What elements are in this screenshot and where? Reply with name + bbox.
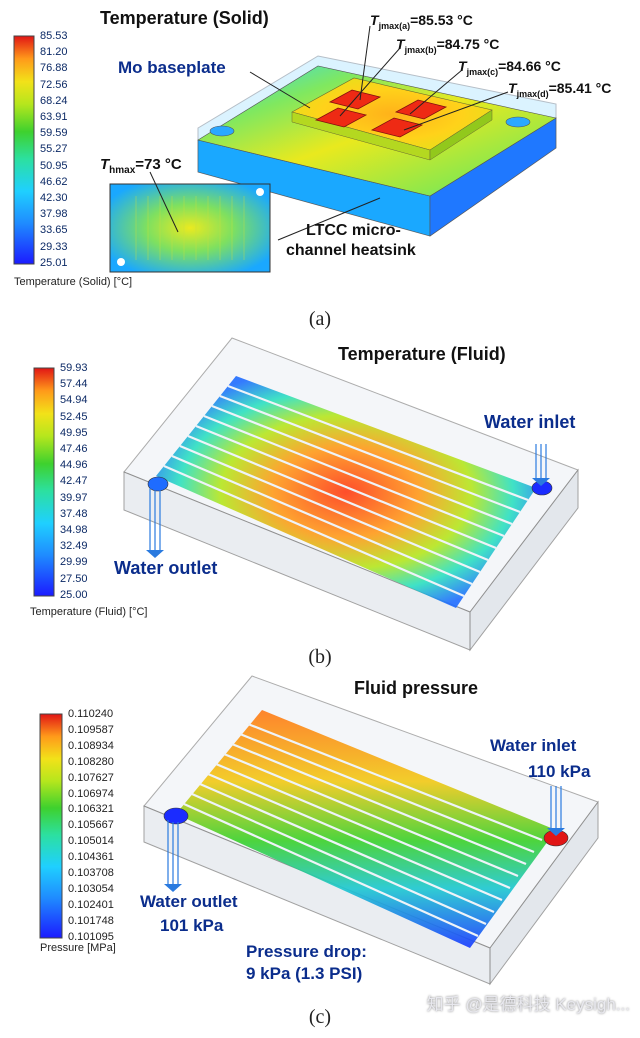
label-outlet-pressure: 101 kPa: [160, 916, 224, 935]
label-heatsink-line1: LTCC micro-: [306, 222, 401, 239]
legend-tick: 25.01: [40, 256, 68, 269]
caption-b: (b): [308, 646, 332, 668]
pressure-gaps: [183, 722, 543, 938]
legend-tick: 59.93: [60, 362, 88, 374]
panel-a-graphics: [13, 25, 557, 273]
label-water-outlet-b: Water outlet: [114, 558, 218, 578]
legend-tick: 72.56: [40, 78, 68, 91]
legend-tick: 32.49: [60, 540, 88, 553]
legend-tick: 33.65: [40, 224, 68, 237]
legend-tick: 0.107627: [68, 771, 114, 784]
legend-tick: 85.53: [40, 30, 68, 42]
chip-c: [314, 107, 368, 128]
panel-b-title: Temperature (Fluid): [338, 344, 506, 364]
legend-tick: 42.30: [40, 192, 68, 204]
caption-c: (c): [308, 1006, 332, 1028]
legend-b-bar: [33, 367, 55, 597]
legend-tick: 76.88: [40, 62, 68, 75]
legend-tick: 0.101095: [68, 930, 114, 943]
label-tj-c: Tjmax(c)=84.66 °C: [458, 58, 561, 77]
legend-tick: 0.108280: [68, 755, 114, 768]
legend-tick: 0.109587: [68, 723, 114, 736]
legend-tick: 68.24: [40, 94, 68, 107]
pressure-channels: [176, 710, 556, 948]
panel-c-title: Fluid pressure: [354, 678, 479, 698]
label-pressure-drop-value: 9 kPa (1.3 PSI): [246, 964, 363, 983]
pressure-outlet-port: [163, 807, 189, 825]
legend-a-title: Temperature (Solid) [°C]: [14, 276, 133, 288]
legend-c-bar: [39, 713, 63, 939]
legend-tick: 50.95: [40, 159, 68, 172]
legend-tick: 0.105667: [68, 819, 114, 832]
panel-a-title: Temperature (Solid): [100, 8, 269, 28]
legend-tick: 81.20: [40, 46, 68, 59]
legend-tick: 0.110240: [68, 708, 114, 720]
legend-tick: 59.59: [40, 127, 68, 140]
legend-tick: 46.62: [40, 175, 68, 188]
legend-tick: 0.106321: [68, 803, 114, 816]
legend-tick: 0.104361: [68, 851, 114, 864]
chip-b: [394, 99, 448, 120]
legend-tick: 37.98: [40, 208, 68, 221]
inset-heatsink-map: [109, 183, 271, 273]
legend-tick: 0.108934: [68, 739, 114, 752]
channel-gaps: [163, 384, 529, 598]
label-inset-tmax: Thmax=73 °C: [100, 156, 182, 176]
label-water-inlet-b: Water inlet: [484, 412, 576, 432]
legend-a-bar: [13, 35, 35, 265]
watermark-text: 知乎 @是德科技 Keysigh...: [426, 995, 630, 1014]
label-pressure-drop: Pressure drop:: [246, 942, 367, 961]
legend-tick: 0.101748: [68, 914, 114, 927]
legend-tick: 0.106974: [68, 787, 114, 800]
label-heatsink-line2: channel heatsink: [286, 242, 416, 259]
legend-tick: 49.95: [60, 426, 88, 439]
outlet-port: [147, 476, 169, 492]
legend-tick: 27.50: [60, 572, 88, 585]
legend-tick: 54.94: [60, 394, 88, 407]
label-inlet-pressure: 110 kPa: [528, 762, 591, 781]
legend-tick: 52.45: [60, 410, 88, 423]
legend-tick: 55.27: [40, 143, 68, 156]
label-mo-baseplate: Mo baseplate: [118, 58, 226, 77]
legend-tick: 47.46: [60, 443, 88, 455]
legend-tick: 39.97: [60, 491, 88, 504]
caption-a: (a): [308, 308, 332, 330]
legend-tick: 42.47: [60, 475, 88, 488]
label-tj-b: Tjmax(b)=84.75 °C: [396, 36, 500, 55]
legend-tick: 37.48: [60, 507, 88, 520]
label-tj-a: Tjmax(a)=85.53 °C: [370, 12, 473, 31]
legend-tick: 29.99: [60, 556, 88, 569]
legend-tick: 0.102401: [68, 898, 114, 911]
panel-c-graphics: [39, 675, 599, 986]
legend-tick: 0.103708: [68, 867, 114, 879]
legend-tick: 0.103054: [68, 882, 114, 895]
legend-tick: 57.44: [60, 378, 88, 391]
legend-tick: 44.96: [60, 459, 88, 472]
label-tj-d: Tjmax(d)=85.41 °C: [508, 80, 612, 99]
legend-tick: 34.98: [60, 524, 88, 536]
panel-b-graphics: [33, 337, 579, 652]
legend-c-title: Pressure [MPa]: [40, 942, 116, 954]
legend-b-title: Temperature (Fluid) [°C]: [30, 606, 148, 618]
legend-tick: 0.105014: [68, 835, 114, 848]
legend-tick: 25.00: [60, 588, 88, 601]
legend-tick: 63.91: [40, 111, 68, 123]
label-water-outlet-c: Water outlet: [140, 892, 238, 911]
legend-tick: 29.33: [40, 240, 68, 253]
chip-d: [370, 117, 424, 138]
label-water-inlet-c: Water inlet: [490, 736, 577, 755]
